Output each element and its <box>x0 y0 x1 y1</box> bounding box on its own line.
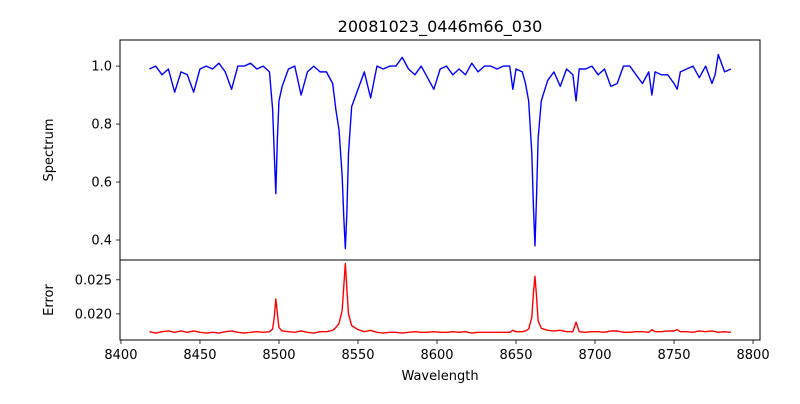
xtick-label: 8650 <box>499 348 532 363</box>
chart-title: 20081023_0446m66_030 <box>338 17 543 37</box>
error-line <box>149 262 731 334</box>
xtick-label: 8500 <box>262 348 295 363</box>
spectrum-ytick-label: 0.8 <box>91 118 112 133</box>
xtick-label: 8450 <box>183 348 216 363</box>
error-ytick-label: 0.025 <box>75 273 112 288</box>
spectrum-axes-frame <box>119 39 761 261</box>
spectrum-ytick-label: 1.0 <box>91 60 112 75</box>
error-axes-frame <box>119 259 761 341</box>
xtick-label: 8400 <box>104 348 137 363</box>
xtick-label: 8750 <box>657 348 690 363</box>
spectrum-line <box>149 53 732 250</box>
xtick-label: 8800 <box>737 348 770 363</box>
xtick-label: 8600 <box>420 348 453 363</box>
spectrum-ytick-label: 0.4 <box>91 234 112 249</box>
x-axis-label: Wavelength <box>401 369 478 384</box>
xtick-label: 8700 <box>578 348 611 363</box>
xtick-label: 8550 <box>341 348 374 363</box>
error-y-axis-label: Error <box>42 284 57 316</box>
spectrum-y-axis-label: Spectrum <box>42 119 57 182</box>
error-ytick-label: 0.020 <box>75 307 112 322</box>
spectrum-ytick-label: 0.6 <box>91 176 112 191</box>
